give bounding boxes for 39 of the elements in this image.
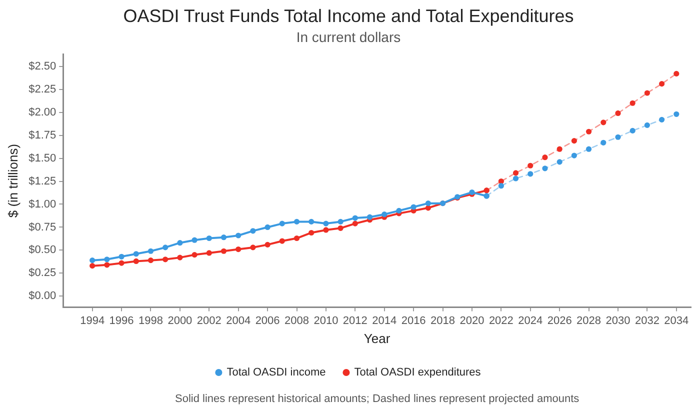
x-tick-label: 1996	[109, 314, 134, 327]
y-tick-label: $0.25	[28, 267, 56, 280]
x-tick-label: 2012	[342, 314, 368, 327]
y-tick-label: $0.00	[28, 290, 56, 302]
y-tick-label: $0.75	[28, 221, 56, 234]
y-tick-label: $2.25	[28, 83, 56, 96]
x-tick-label: 2020	[460, 314, 484, 327]
chart-title: OASDI Trust Funds Total Income and Total Expenditures	[123, 6, 574, 26]
x-tick-label: 2024	[518, 314, 543, 327]
x-tick-label: 2004	[226, 314, 251, 327]
x-tick-label: 2030	[606, 314, 630, 327]
x-tick-label: 2008	[284, 314, 309, 327]
y-tick-label: $1.25	[28, 175, 56, 188]
y-tick-label: $2.50	[28, 60, 56, 72]
y-tick-label: $1.50	[28, 152, 56, 164]
x-tick-label: 2032	[634, 314, 660, 327]
x-tick-label: 2000	[168, 314, 192, 327]
x-axis-title: Year	[364, 330, 391, 346]
x-tick-label: 2006	[255, 314, 280, 327]
y-tick-label: $2.00	[28, 106, 56, 118]
x-tick-label: 2028	[576, 314, 602, 327]
y-axis-title: $ (in trillions)	[5, 144, 20, 218]
x-tick-label: 2018	[430, 314, 456, 327]
chart-subtitle: In current dollars	[296, 28, 401, 45]
x-tick-label: 2010	[314, 314, 338, 327]
x-tick-label: 1998	[138, 314, 163, 327]
y-tick-label: $1.00	[28, 198, 56, 210]
x-tick-label: 2022	[488, 314, 514, 327]
x-tick-label: 2026	[547, 314, 572, 327]
text: Solid lines represent historical amounts; Dashed lines represent projected amounts	[174, 393, 580, 405]
y-tick-label: $1.75	[28, 129, 56, 142]
legend-label: Total OASDI income	[226, 366, 326, 379]
x-tick-label: 2014	[372, 314, 397, 327]
x-tick-label: 2016	[401, 314, 426, 327]
y-tick-label: $0.50	[28, 244, 56, 256]
x-tick-label: 1994	[80, 314, 105, 327]
legend-label: Total OASDI expenditures	[354, 366, 482, 379]
x-tick-label: 2034	[664, 314, 689, 327]
x-tick-label: 2002	[196, 314, 222, 327]
